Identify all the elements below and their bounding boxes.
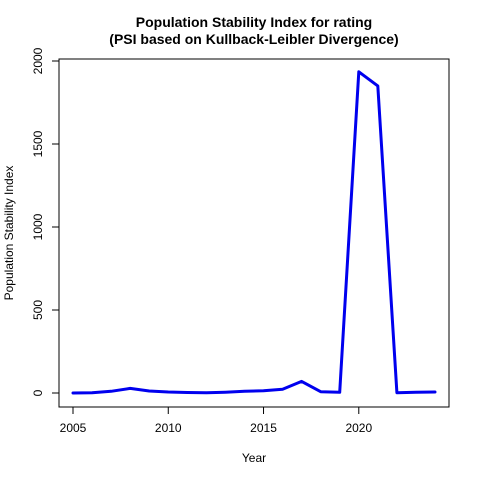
series-layer	[71, 70, 437, 395]
y-tick-label: 0	[31, 389, 45, 396]
x-tick-label: 2020	[345, 421, 372, 435]
chart-subtitle: (PSI based on Kullback-Leibler Divergenc…	[109, 31, 398, 47]
y-tick-label: 1000	[31, 213, 45, 240]
y-tick-label: 500	[31, 300, 45, 320]
plot-frame	[58, 58, 450, 408]
x-tick-label: 2015	[250, 421, 277, 435]
x-tick-label: 2010	[155, 421, 182, 435]
series-line	[71, 70, 437, 395]
y-tick-label: 1500	[31, 130, 45, 157]
y-axis-label: Population Stability Index	[2, 166, 16, 301]
x-tick-label: 2005	[60, 421, 87, 435]
y-axis: 0 500 1000 1500 2000	[31, 47, 59, 396]
y-tick-label: 2000	[31, 47, 45, 74]
x-axis-label: Year	[242, 451, 266, 465]
x-axis: 2005 2010 2015 2020	[60, 407, 372, 435]
chart-title: Population Stability Index for rating	[136, 14, 372, 30]
